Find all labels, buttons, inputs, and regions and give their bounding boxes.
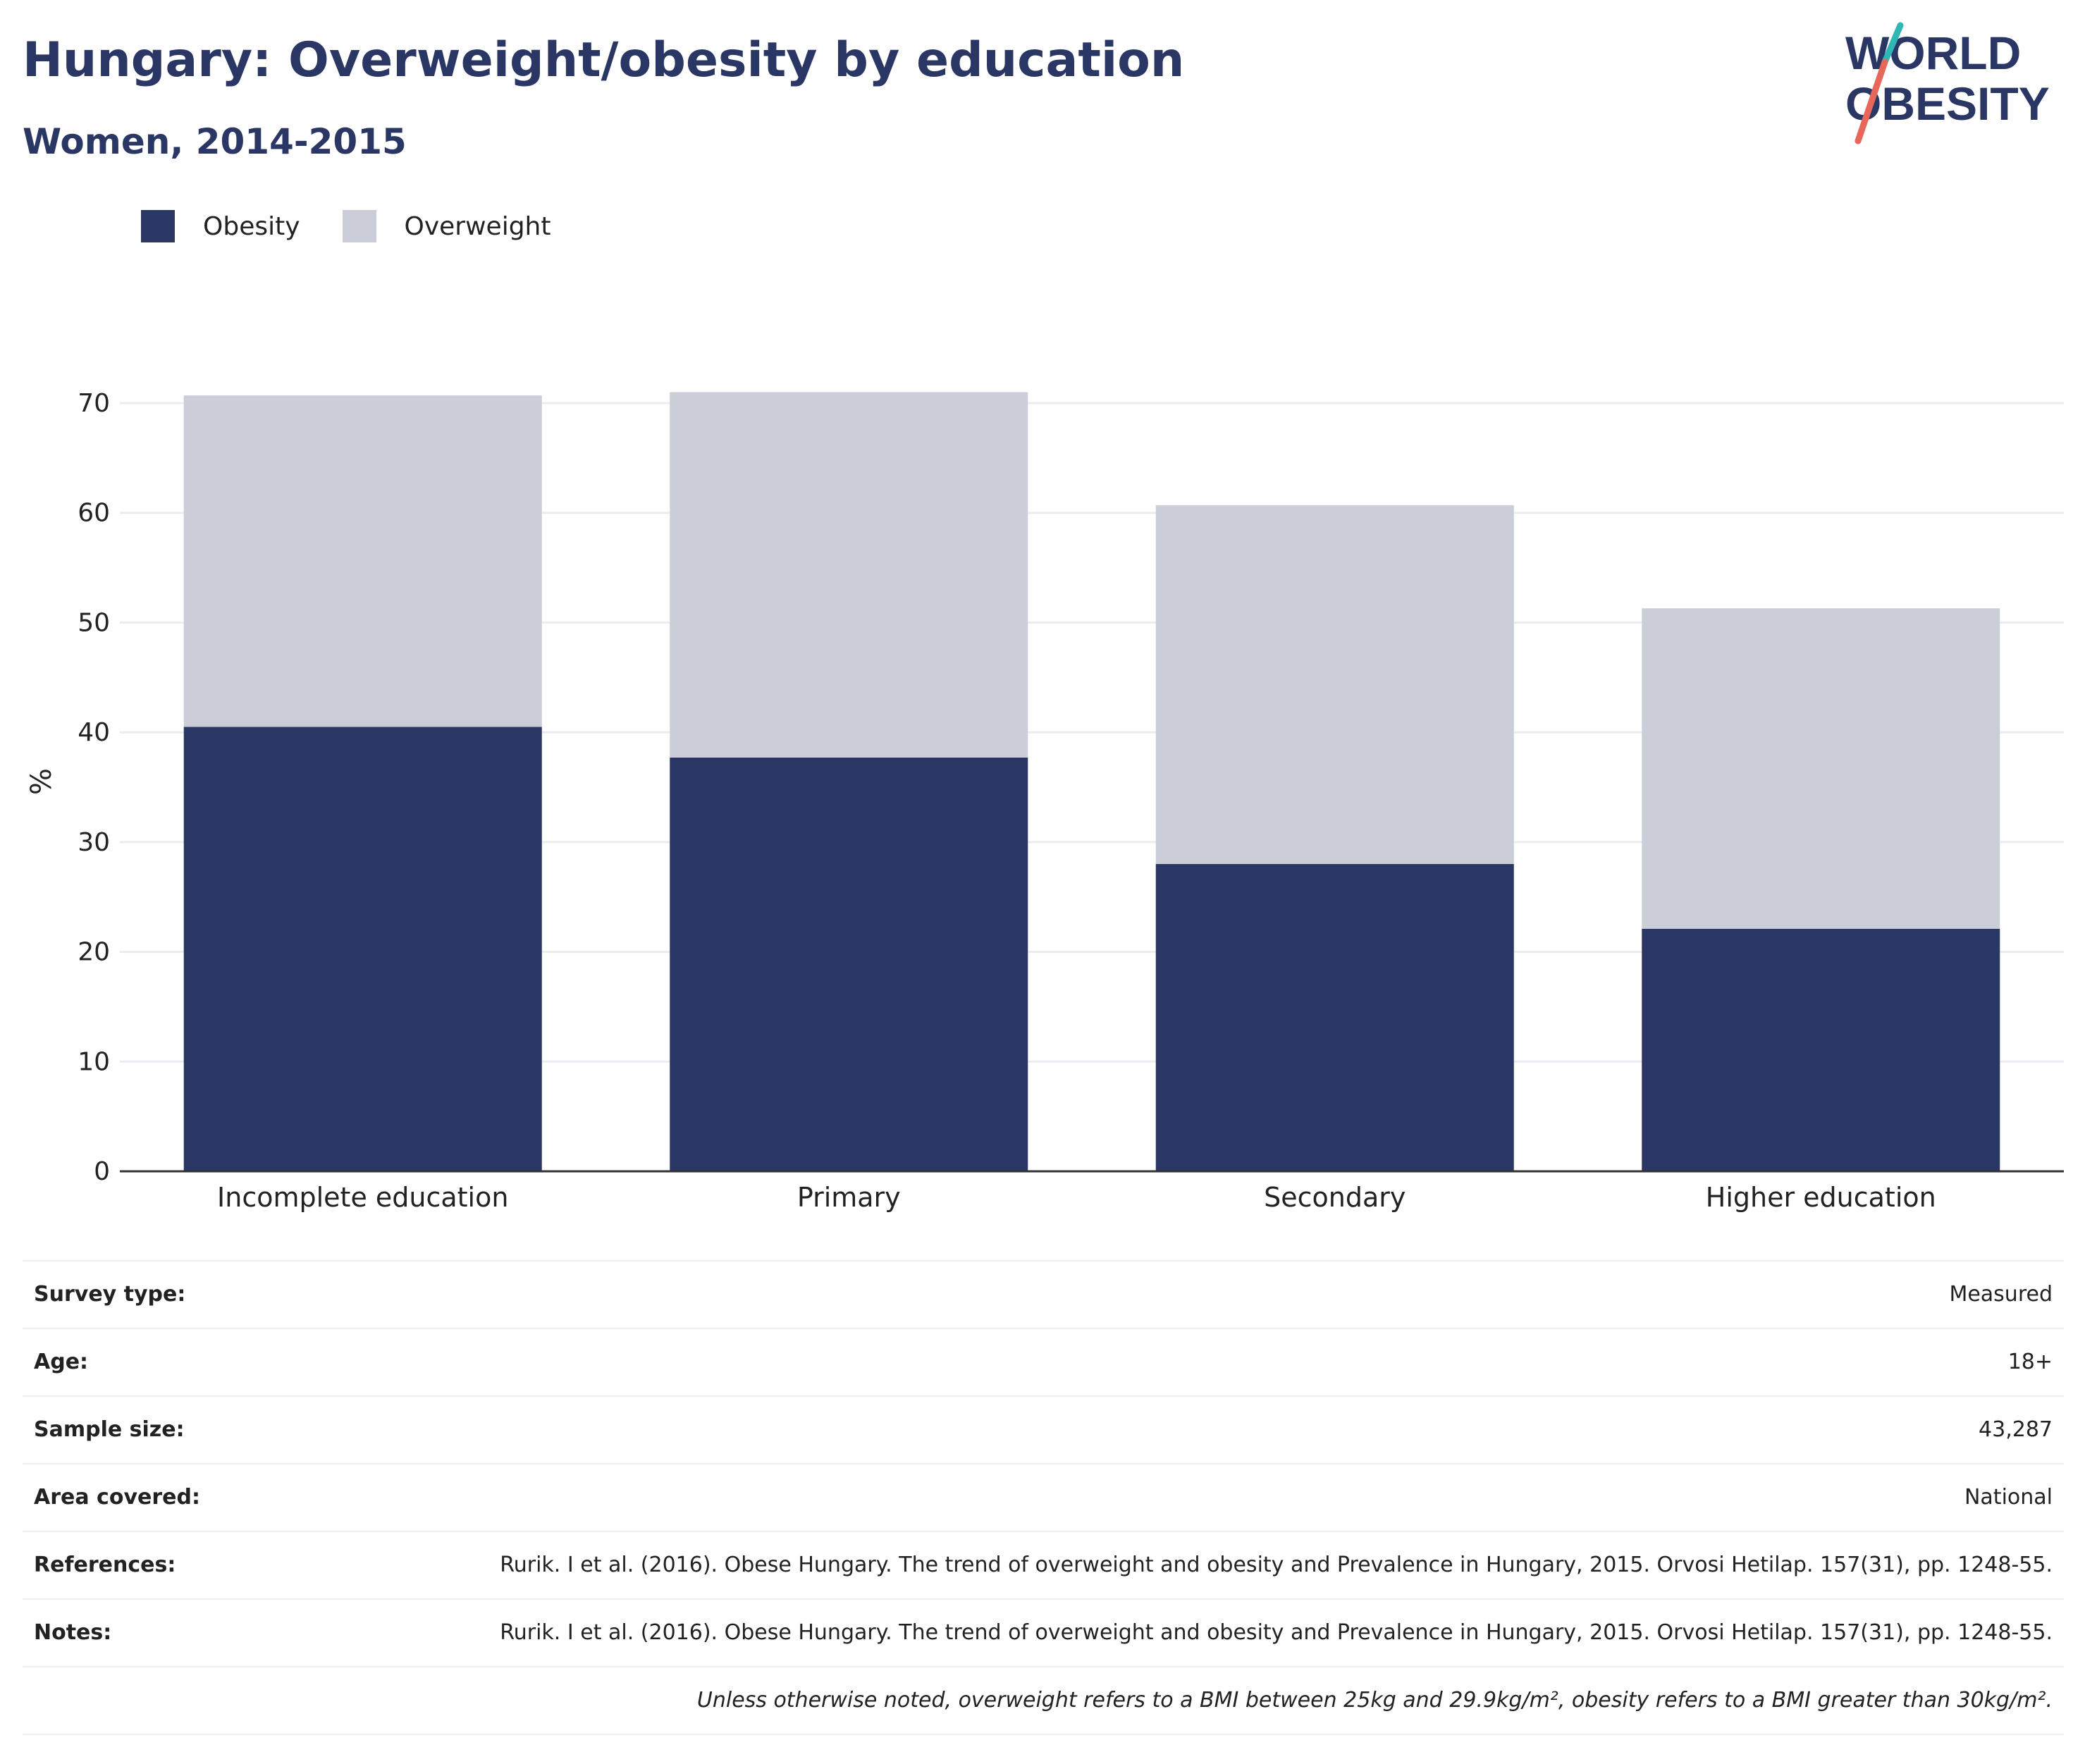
legend-label-overweight: Overweight [404, 211, 551, 241]
bar-obesity-incomplete-education[interactable] [183, 727, 542, 1171]
world-obesity-logo: WORLD OBESITY [1845, 22, 2050, 144]
meta-row: Sample size: 43,287 [23, 1395, 2064, 1464]
meta-value: 43,287 [341, 1395, 2064, 1464]
logo-slash-teal [1881, 22, 1904, 66]
chart-subtitle: Women, 2014-2015 [23, 121, 407, 162]
meta-key: Area covered: [23, 1463, 341, 1531]
meta-row: Survey type: Measured [23, 1260, 2064, 1328]
legend-swatch-obesity [141, 210, 175, 242]
stacked-bar-chart: 0 10 20 30 40 50 60 70% Incomplete education Prim… [25, 389, 2064, 1213]
y-tick-label: 0 [94, 1157, 110, 1186]
x-tick-label: Higher education [1706, 1182, 1936, 1213]
legend-item-overweight[interactable]: Overweight [342, 210, 551, 242]
meta-value: Rurik. I et al. (2016). Obese Hungary. T… [341, 1598, 2064, 1667]
meta-key: References: [23, 1531, 341, 1599]
bmi-footnote: Unless otherwise noted, overweight refer… [23, 1666, 2064, 1735]
meta-value: National [341, 1463, 2064, 1531]
bar-overweight-higher-education[interactable] [1642, 608, 2000, 929]
chart-title: Hungary: Overweight/obesity by education [23, 32, 1185, 88]
meta-value: Measured [341, 1260, 2064, 1328]
y-axis-label: % [25, 768, 58, 795]
bar-overweight-secondary[interactable] [1155, 505, 1514, 864]
bar-obesity-primary[interactable] [670, 757, 1028, 1171]
legend-item-obesity[interactable]: Obesity [141, 210, 300, 242]
meta-row: Age: 18+ [23, 1328, 2064, 1396]
bar-obesity-higher-education[interactable] [1642, 928, 2000, 1171]
y-tick-label: 40 [78, 718, 110, 747]
y-tick-label: 20 [78, 938, 110, 967]
meta-footnote-row: Unless otherwise noted, overweight refer… [23, 1666, 2064, 1735]
y-tick-label: 10 [78, 1047, 110, 1076]
legend-label-obesity: Obesity [203, 211, 300, 241]
bar-overweight-incomplete-education[interactable] [183, 395, 542, 727]
meta-key: Sample size: [23, 1395, 341, 1464]
meta-key: Survey type: [23, 1260, 341, 1328]
meta-key: Age: [23, 1328, 341, 1396]
y-tick-label: 60 [78, 499, 110, 528]
meta-row: Area covered: National [23, 1463, 2064, 1531]
x-tick-label: Primary [797, 1182, 901, 1213]
meta-value: 18+ [341, 1328, 2064, 1396]
y-tick-label: 50 [78, 608, 110, 637]
meta-key: Notes: [23, 1598, 341, 1667]
survey-metadata-table: Survey type: Measured Age: 18+ Sample size: 4… [23, 1260, 2064, 1735]
legend-swatch-overweight [342, 210, 376, 242]
bar-overweight-primary[interactable] [670, 392, 1028, 758]
bar-obesity-secondary[interactable] [1155, 864, 1514, 1171]
x-tick-label: Secondary [1264, 1182, 1406, 1213]
logo-slash-coral [1855, 58, 1888, 144]
y-tick-label: 30 [78, 828, 110, 857]
meta-value: Rurik. I et al. (2016). Obese Hungary. T… [341, 1531, 2064, 1599]
x-tick-label: Incomplete education [217, 1182, 508, 1213]
logo-line1: WORLD [1845, 27, 2021, 79]
meta-row: Notes: Rurik. I et al. (2016). Obese Hung… [23, 1598, 2064, 1667]
chart-legend: Obesity Overweight [141, 210, 593, 242]
meta-row: References: Rurik. I et al. (2016). Obese… [23, 1531, 2064, 1599]
y-tick-label: 70 [78, 389, 110, 418]
